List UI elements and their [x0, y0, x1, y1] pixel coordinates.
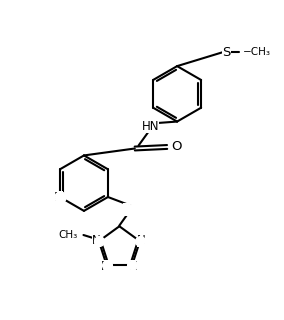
Text: O: O [171, 140, 181, 154]
Text: N: N [92, 234, 101, 247]
Text: N: N [101, 260, 110, 273]
Text: S: S [222, 46, 231, 59]
Text: S: S [123, 203, 131, 216]
Text: N: N [137, 234, 146, 247]
Text: N: N [129, 260, 138, 273]
Text: HN: HN [141, 120, 159, 133]
Text: N: N [53, 190, 63, 204]
Text: −CH₃: −CH₃ [243, 47, 271, 57]
Text: CH₃: CH₃ [58, 230, 77, 240]
